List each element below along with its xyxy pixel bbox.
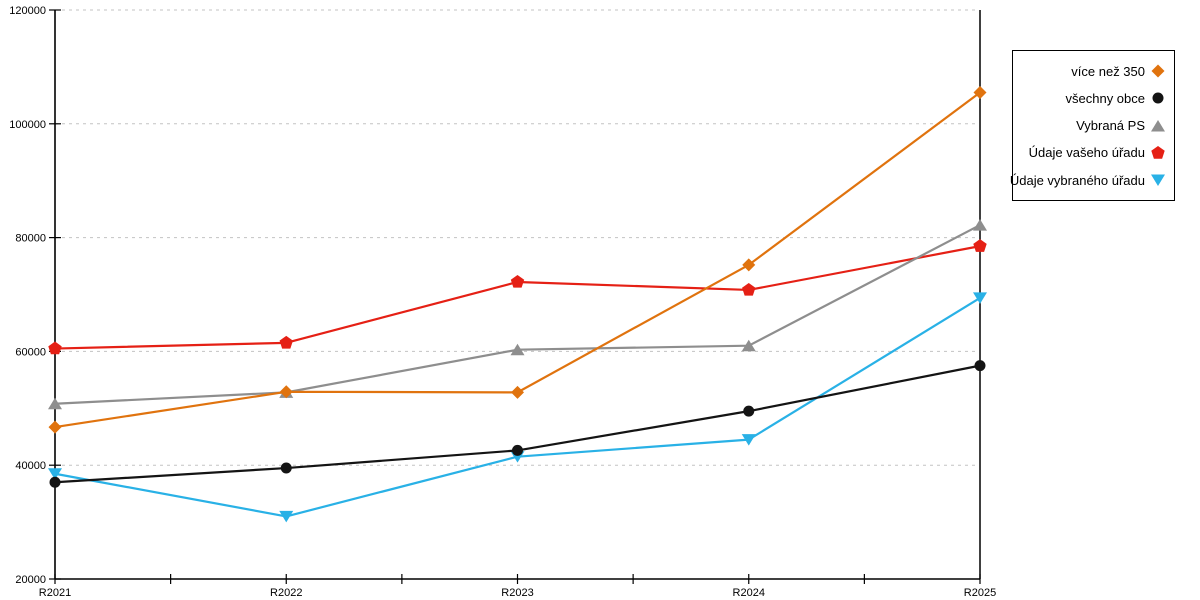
y-tick-label: 100000 [9,119,46,131]
legend-label: Vybraná PS [1076,118,1145,133]
diamond-icon [1151,64,1165,78]
triangle-down-icon [48,468,62,480]
pentagon-icon [510,274,525,288]
y-tick-label: 40000 [15,460,46,472]
x-tick-label: R2025 [964,587,996,599]
pentagon-icon [973,239,987,252]
x-tick-label: R2021 [39,587,71,599]
legend-label: všechny obce [1065,90,1146,106]
series-line [53,91,982,429]
circle-icon [512,444,523,456]
legend-marker [1151,64,1165,78]
legend-label: Údaje vybraného úřadu [1009,172,1145,188]
triangle-down-icon [1151,174,1165,186]
triangle-up-icon [510,343,525,356]
y-tick-label: 60000 [15,346,46,358]
legend: více než 350 všechny obce Vybraná PS Údaje … [1010,50,1175,201]
legend-label: více než 350 [1071,63,1145,79]
legend-item: Údaje vašeho úřadu [1021,140,1166,166]
circle-icon [743,405,755,417]
legend-marker [1151,174,1165,186]
triangle-up-icon [973,219,987,231]
diamond-icon [48,420,62,434]
series-pentagon [48,239,987,355]
diamond-icon [973,86,987,100]
legend-marker [1151,145,1165,159]
circle-icon [49,476,61,488]
triangle-down-icon [279,510,294,523]
triangle-down-icon [741,434,756,446]
legend-marker [1152,92,1164,104]
series-line [53,223,982,405]
series-circle [49,360,986,488]
x-tick-label: R2022 [270,587,302,599]
series-line [53,296,982,518]
triangle-up-icon [1151,119,1165,131]
triangle-up-icon [48,397,62,410]
y-tick-label: 80000 [15,233,46,245]
circle-icon [974,360,986,372]
pentagon-icon [742,282,756,296]
y-tick-label: 120000 [9,5,46,17]
legend-item: všechny obce [1021,85,1166,111]
legend-item: Vybraná PS [1021,113,1166,139]
legend-label: Údaje vašeho úřadu [1028,145,1145,161]
triangle-down-icon [973,292,987,304]
diamond-icon [742,258,756,272]
legend-marker [1151,119,1165,131]
legend-item: více než 350 [1021,58,1166,84]
pentagon-icon [279,335,293,349]
diamond-icon [279,385,293,399]
circle-icon [1152,92,1164,104]
x-tick-label: R2023 [501,587,533,599]
x-tick-label: R2024 [733,587,765,599]
legend-item: Údaje vybraného úřadu [1010,167,1166,193]
diamond-icon [511,385,524,399]
y-tick-label: 20000 [15,574,46,586]
pentagon-icon [1151,145,1165,159]
pentagon-icon [48,341,62,355]
circle-icon [280,462,292,474]
series-triangle-down [48,292,987,523]
triangle-up-icon [741,339,756,352]
series-diamond [48,86,987,434]
